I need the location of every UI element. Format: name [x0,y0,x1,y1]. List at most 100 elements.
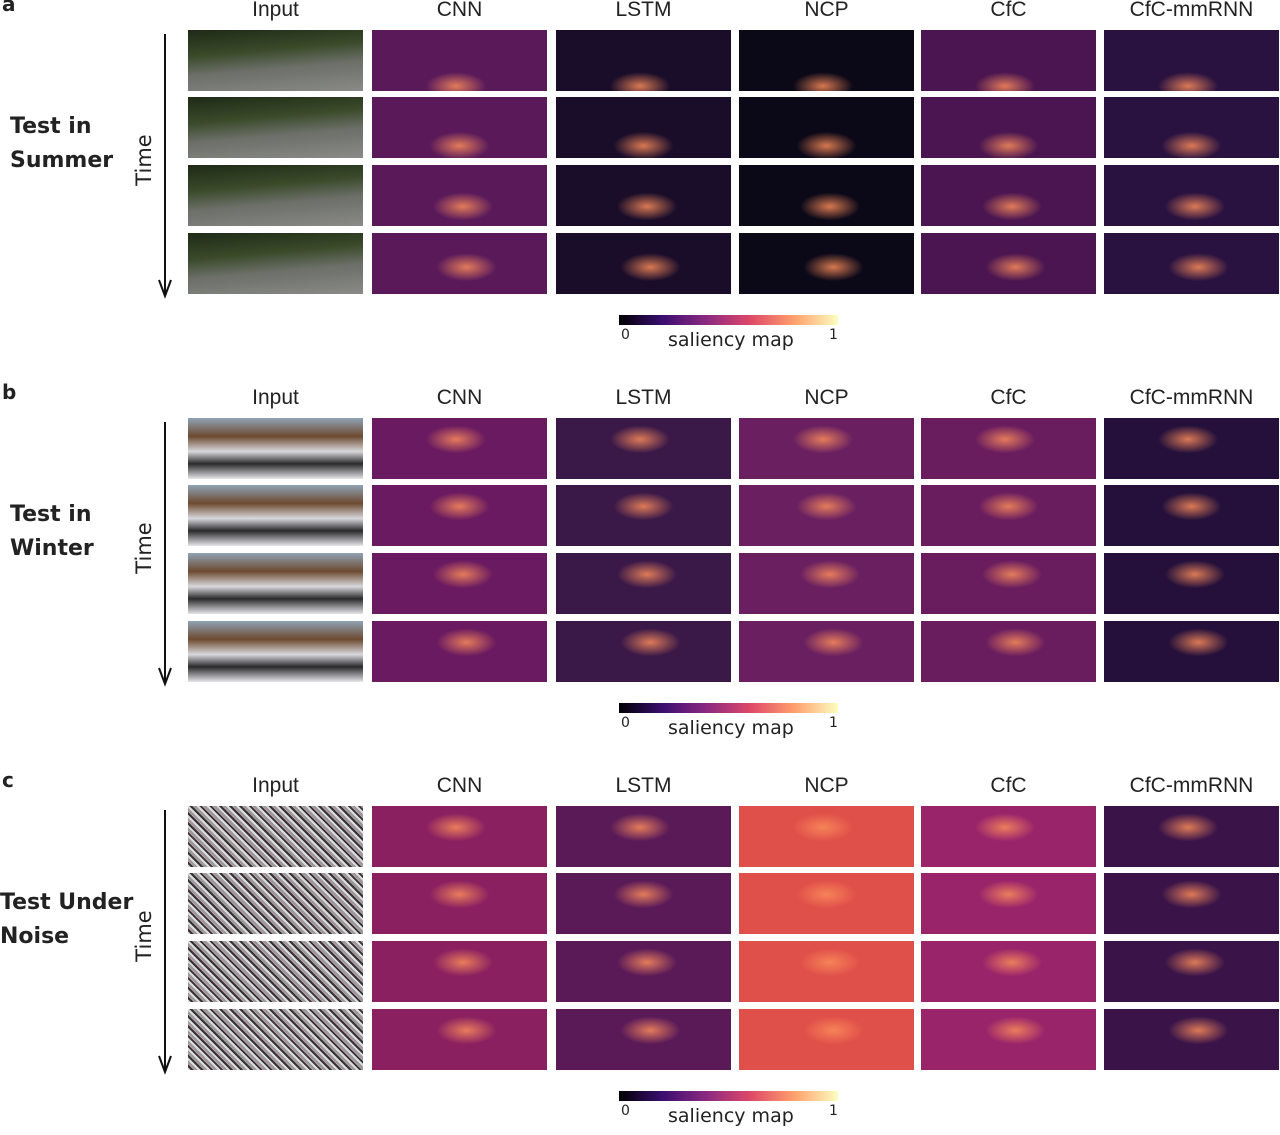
saliency-map [921,553,1096,614]
column-header: CfC [990,774,1027,797]
saliency-map [921,485,1096,546]
input-frame [188,553,363,614]
saliency-map [372,30,547,91]
column-header: CfC [990,386,1027,409]
column-header: NCP [804,386,849,409]
input-frame [188,165,363,226]
saliency-map [556,621,731,682]
colorbar-label: saliency map [668,329,794,351]
row-label: Test in [10,114,92,139]
colorbar-min: 0 [621,327,630,343]
saliency-map [556,97,731,158]
input-frame [188,97,363,158]
column-header: LSTM [615,774,672,797]
time-label: Time [132,134,156,186]
input-frame [188,873,363,934]
saliency-map [372,806,547,867]
saliency-map [921,165,1096,226]
colorbar [619,1091,838,1101]
saliency-map [1104,621,1279,682]
time-arrow [158,810,172,1075]
saliency-map [1104,30,1279,91]
panel-letter: c [2,768,14,792]
saliency-map [739,873,914,934]
saliency-map [556,30,731,91]
input-frame [188,806,363,867]
saliency-map [921,418,1096,479]
saliency-map [556,418,731,479]
row-label: Test in [10,502,92,527]
saliency-map [372,621,547,682]
row-label: Test Under [0,890,134,915]
saliency-map [1104,553,1279,614]
panel-letter: b [2,380,17,404]
colorbar-label: saliency map [668,1105,794,1127]
time-arrow [158,422,172,687]
column-header: NCP [804,774,849,797]
saliency-map [739,233,914,294]
saliency-map [1104,806,1279,867]
saliency-map [739,1009,914,1070]
column-header: CNN [436,774,483,797]
input-frame [188,621,363,682]
saliency-map [556,1009,731,1070]
column-header: CfC [990,0,1027,21]
saliency-map [739,165,914,226]
saliency-map [921,233,1096,294]
row-label: Noise [0,924,70,949]
saliency-map [921,806,1096,867]
saliency-map [739,941,914,1002]
saliency-map [556,485,731,546]
column-header: LSTM [615,0,672,21]
saliency-map [556,165,731,226]
saliency-map [1104,485,1279,546]
time-arrow [158,34,172,299]
saliency-map [372,233,547,294]
saliency-map [739,97,914,158]
saliency-map [372,553,547,614]
colorbar-min: 0 [621,1103,630,1119]
saliency-map [1104,873,1279,934]
saliency-map [921,1009,1096,1070]
row-label: Winter [10,536,94,561]
saliency-map [921,941,1096,1002]
saliency-map [921,30,1096,91]
saliency-map [1104,418,1279,479]
saliency-map [372,418,547,479]
input-frame [188,233,363,294]
row-label: Summer [10,148,114,173]
input-frame [188,485,363,546]
saliency-map [1104,941,1279,1002]
saliency-map [739,553,914,614]
colorbar-min: 0 [621,715,630,731]
time-label: Time [132,910,156,962]
saliency-map [739,418,914,479]
saliency-map [372,873,547,934]
saliency-map [556,806,731,867]
saliency-map [921,621,1096,682]
colorbar-max: 1 [829,327,838,343]
input-frame [188,941,363,1002]
colorbar-label: saliency map [668,717,794,739]
colorbar [619,703,838,713]
colorbar [619,315,838,325]
saliency-map [1104,233,1279,294]
saliency-map [739,806,914,867]
column-header: CfC-mmRNN [1129,0,1254,21]
saliency-map [1104,97,1279,158]
saliency-map [372,97,547,158]
panel-letter: a [2,0,16,16]
saliency-map [739,30,914,91]
saliency-map [556,553,731,614]
saliency-map [372,941,547,1002]
column-header: CfC-mmRNN [1129,774,1254,797]
column-header: LSTM [615,386,672,409]
column-header: Input [252,0,299,21]
column-header: CNN [436,0,483,21]
saliency-map [739,621,914,682]
colorbar-max: 1 [829,715,838,731]
input-frame [188,418,363,479]
column-header: CfC-mmRNN [1129,386,1254,409]
saliency-map [556,941,731,1002]
